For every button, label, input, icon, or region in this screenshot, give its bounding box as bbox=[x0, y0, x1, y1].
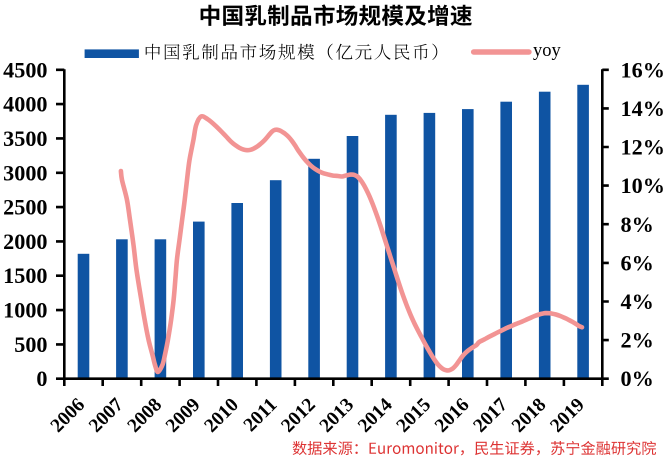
svg-text:6%: 6% bbox=[621, 250, 654, 275]
svg-text:0%: 0% bbox=[621, 366, 654, 391]
svg-text:yoy: yoy bbox=[533, 41, 562, 61]
svg-text:2000: 2000 bbox=[3, 229, 47, 254]
svg-text:4000: 4000 bbox=[3, 92, 47, 117]
svg-text:12%: 12% bbox=[621, 135, 664, 160]
svg-text:500: 500 bbox=[14, 332, 47, 357]
svg-text:14%: 14% bbox=[621, 96, 664, 121]
svg-text:2500: 2500 bbox=[3, 195, 47, 220]
svg-text:4500: 4500 bbox=[3, 57, 47, 82]
svg-text:8%: 8% bbox=[621, 212, 654, 237]
svg-text:0: 0 bbox=[36, 366, 47, 391]
svg-text:16%: 16% bbox=[621, 57, 664, 82]
svg-text:10%: 10% bbox=[621, 173, 664, 198]
svg-text:1500: 1500 bbox=[3, 263, 47, 288]
svg-text:2%: 2% bbox=[621, 328, 654, 353]
svg-text:1000: 1000 bbox=[3, 298, 47, 323]
svg-text:4%: 4% bbox=[621, 289, 654, 314]
svg-text:3000: 3000 bbox=[3, 160, 47, 185]
svg-text:3500: 3500 bbox=[3, 126, 47, 151]
